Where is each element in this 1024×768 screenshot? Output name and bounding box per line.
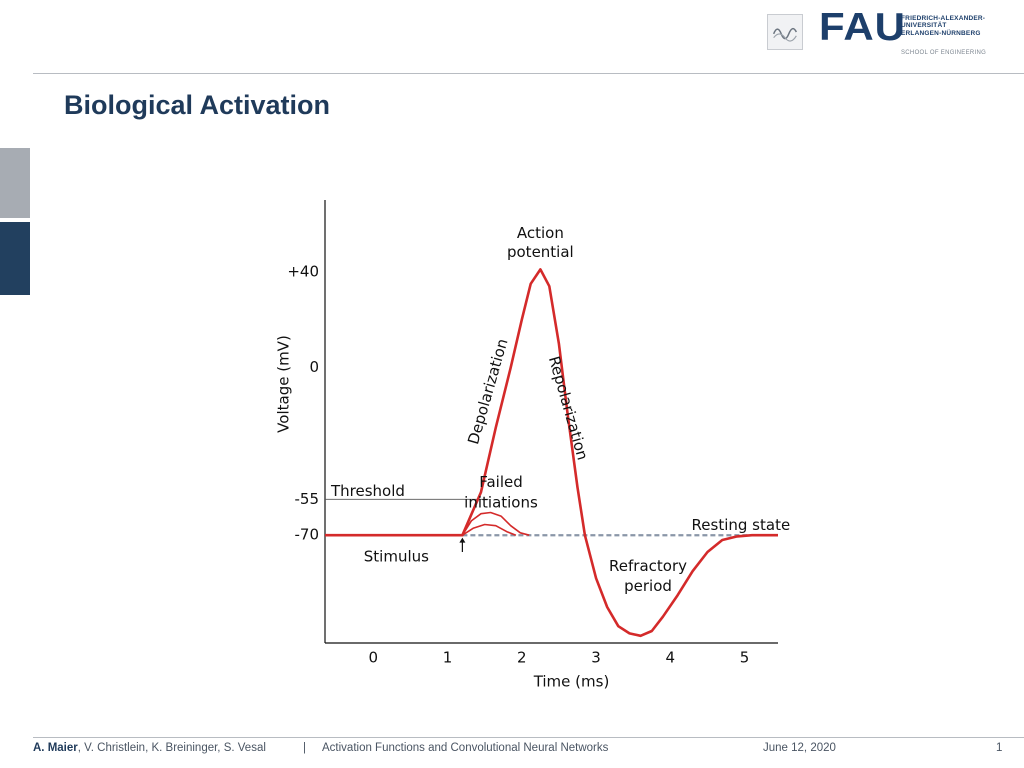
- header-divider: [33, 73, 1024, 74]
- university-line: UNIVERSITÄT: [901, 22, 947, 30]
- faculty-logo-icon: [767, 14, 803, 50]
- footer-page-number: 1: [996, 742, 1003, 754]
- footer-authors: A. Maier, V. Christlein, K. Breininger, …: [33, 742, 266, 754]
- x-tick-label: 1: [443, 649, 453, 667]
- section-tab-previous[interactable]: [0, 148, 30, 218]
- action-potential-line: [325, 268, 778, 638]
- annotation-label: Resting state: [692, 516, 791, 534]
- failed-initiation-2-line: [461, 523, 517, 536]
- footer-divider: [33, 737, 1024, 738]
- failed-initiation-1-line: [461, 511, 530, 536]
- footer-lead-author: A. Maier: [33, 742, 78, 754]
- section-tab-current[interactable]: [0, 222, 30, 295]
- y-tick-label: 0: [309, 358, 319, 376]
- school-name: SCHOOL OF ENGINEERING: [901, 50, 987, 56]
- y-tick-label: -55: [295, 490, 320, 508]
- x-axis-label: Time (ms): [533, 673, 610, 691]
- annotation-label: period: [624, 577, 672, 595]
- footer-date: June 12, 2020: [763, 742, 836, 754]
- y-tick-label: -70: [295, 526, 320, 544]
- threshold-label: Threshold: [330, 482, 405, 500]
- x-tick-label: 0: [368, 649, 378, 667]
- annotation-label: Stimulus: [364, 547, 429, 565]
- x-tick-label: 3: [591, 649, 601, 667]
- university-name: FRIEDRICH-ALEXANDER- UNIVERSITÄT ERLANGE…: [901, 15, 985, 37]
- footer-course-title: Activation Functions and Convolutional N…: [322, 742, 609, 754]
- slide-title: Biological Activation: [64, 90, 331, 120]
- fau-wordmark: FAU: [819, 5, 906, 49]
- annotation-label: Failed: [479, 473, 523, 491]
- x-tick-label: 2: [517, 649, 527, 667]
- annotation-label: initiations: [464, 493, 538, 511]
- x-tick-label: 5: [740, 649, 750, 667]
- y-axis-label: Voltage (mV): [275, 335, 293, 433]
- y-tick-label: +40: [287, 262, 319, 280]
- footer-separator: |: [303, 742, 306, 754]
- x-tick-label: 4: [666, 649, 676, 667]
- annotation-label: Refractory: [609, 557, 687, 575]
- annotation-label: Action: [517, 224, 564, 242]
- footer-coauthors: , V. Christlein, K. Breininger, S. Vesal: [77, 742, 266, 754]
- annotation-label: Repolarization: [545, 354, 592, 462]
- stimulus-arrow-head: [459, 537, 466, 543]
- university-line: ERLANGEN-NÜRNBERG: [901, 29, 981, 37]
- annotation-label: potential: [507, 243, 574, 261]
- university-line: FRIEDRICH-ALEXANDER-: [901, 15, 986, 22]
